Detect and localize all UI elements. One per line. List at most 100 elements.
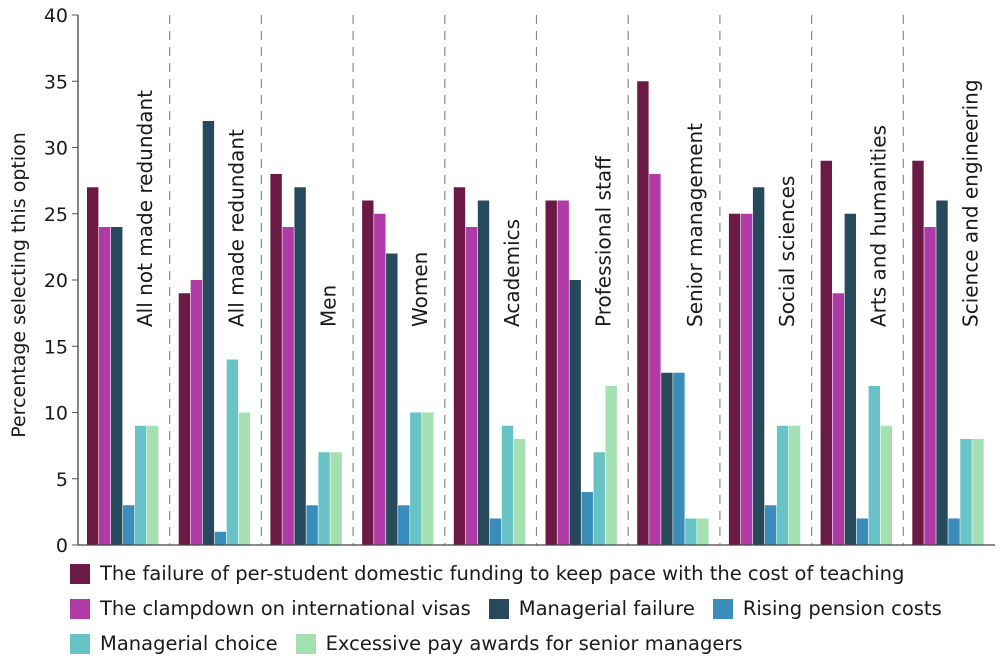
bar — [788, 425, 801, 545]
bar — [513, 439, 526, 545]
legend-swatch — [70, 598, 90, 619]
bar — [661, 372, 673, 545]
bar — [99, 227, 111, 545]
legend-swatch — [488, 598, 509, 619]
bar — [924, 227, 936, 545]
category-label: Academics — [500, 219, 524, 327]
legend-label: The failure of per-student domestic fund… — [100, 562, 905, 585]
bar — [728, 213, 741, 545]
legend-label: Managerial failure — [518, 597, 695, 620]
y-tick-label: 35 — [44, 71, 68, 93]
bar — [238, 412, 251, 545]
legend-row: The failure of per-student domestic fund… — [70, 556, 1000, 591]
bar — [270, 174, 282, 545]
bar — [111, 227, 123, 545]
bar — [123, 505, 135, 545]
bar — [386, 253, 398, 545]
category-label: All not made redundant — [133, 90, 157, 327]
bar — [214, 531, 227, 545]
y-tick-label: 25 — [44, 204, 68, 226]
legend-swatch — [70, 633, 90, 654]
legend: The failure of per-student domestic fund… — [70, 556, 1000, 661]
bar — [135, 425, 147, 545]
category-label: All made redundant — [225, 129, 249, 327]
legend-item: The failure of per-student domestic fund… — [70, 562, 904, 585]
bar — [776, 425, 789, 545]
y-tick-label: 10 — [44, 403, 68, 425]
bar — [362, 200, 374, 545]
bar — [673, 372, 685, 545]
bar — [410, 412, 422, 545]
legend-swatch — [712, 598, 733, 619]
bar — [545, 200, 557, 545]
bar — [453, 187, 466, 545]
legend-row: The clampdown on international visas Mana… — [70, 591, 1000, 626]
bar — [868, 386, 880, 545]
category-label: Women — [408, 252, 432, 327]
legend-row: Managerial choice Excessive pay awards fo… — [70, 626, 1000, 661]
bar — [605, 386, 617, 545]
bar — [190, 280, 203, 545]
y-tick-label: 15 — [44, 336, 68, 358]
bar — [226, 359, 239, 545]
y-tick-label: 5 — [56, 469, 68, 491]
bar — [685, 518, 697, 545]
y-axis-title: Percentage selecting this option — [8, 132, 30, 438]
legend-item: The clampdown on international visas — [70, 597, 471, 620]
bar — [374, 213, 386, 545]
legend-label: Excessive pay awards for senior managers — [325, 632, 743, 655]
bar — [844, 213, 856, 545]
legend-label: The clampdown on international visas — [100, 597, 471, 620]
bar — [764, 505, 777, 545]
bar — [697, 518, 709, 545]
bar — [832, 293, 844, 545]
bar — [740, 213, 753, 545]
bar — [557, 200, 569, 545]
category-label: Arts and humanities — [867, 125, 891, 327]
bar — [820, 160, 832, 545]
plot-area: 0 5 10 15 20 25 30 35 40 Percentage selecting thi… — [8, 5, 995, 557]
bar — [87, 187, 99, 545]
legend-item: Rising pension costs — [712, 597, 942, 620]
y-tick-label: 20 — [44, 270, 68, 292]
y-tick-label: 40 — [44, 5, 68, 27]
bar — [936, 200, 948, 545]
bar — [593, 452, 605, 545]
bar — [178, 293, 191, 545]
bar — [972, 439, 984, 545]
category-label: Social sciences — [775, 176, 799, 327]
bar — [294, 187, 306, 545]
bar — [880, 425, 892, 545]
bar — [581, 492, 593, 545]
bar — [489, 518, 502, 545]
category-label: Senior management — [683, 123, 707, 327]
category-label: Science and engineering — [958, 79, 982, 327]
legend-item: Managerial choice — [70, 632, 278, 655]
bar — [477, 200, 490, 545]
bar — [398, 505, 410, 545]
legend-item: Managerial failure — [488, 597, 695, 620]
legend-swatch — [70, 563, 90, 584]
bar — [948, 518, 960, 545]
legend-label: Managerial choice — [100, 632, 278, 655]
category-label: Professional staff — [592, 155, 616, 327]
bar — [960, 439, 972, 545]
bar — [147, 425, 159, 545]
y-tick-label: 0 — [56, 535, 68, 557]
bar — [752, 187, 765, 545]
category-label: Men — [316, 285, 340, 327]
bar — [912, 160, 924, 545]
legend-item: Excessive pay awards for senior managers — [295, 632, 743, 655]
bar — [649, 174, 661, 545]
bar — [465, 227, 478, 545]
bar — [856, 518, 868, 545]
bar — [501, 425, 514, 545]
legend-label: Rising pension costs — [742, 597, 942, 620]
bar — [318, 452, 330, 545]
bar — [282, 227, 294, 545]
legend-swatch — [295, 633, 316, 654]
y-tick-label: 30 — [44, 138, 68, 160]
bar — [637, 81, 649, 545]
bar — [202, 121, 215, 545]
